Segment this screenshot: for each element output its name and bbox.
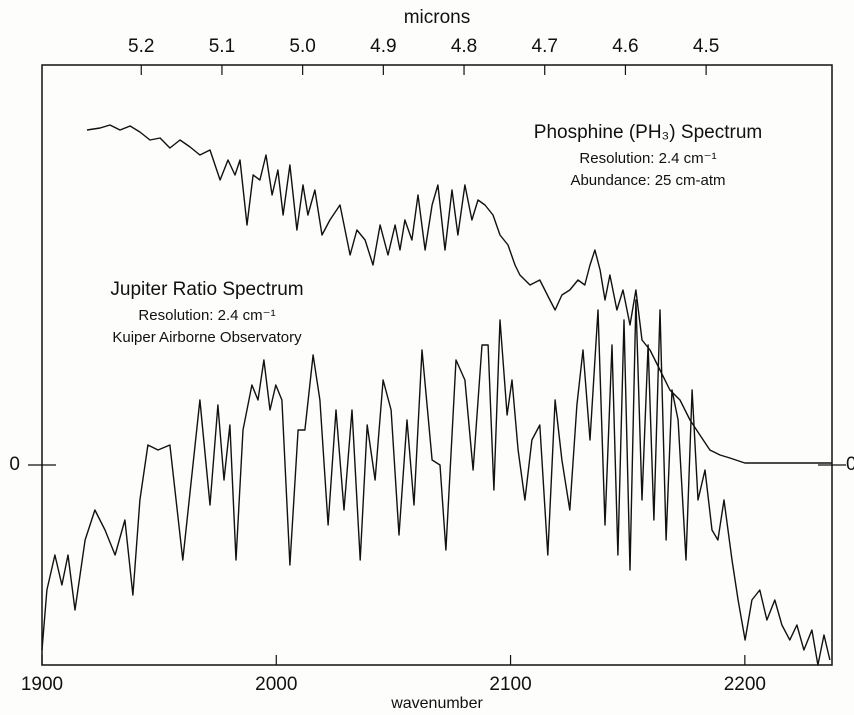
annotation-text: Abundance: 25 cm-atm — [570, 172, 725, 189]
x2-tick-label: 4.6 — [612, 36, 638, 57]
x2-tick-label: 5.0 — [289, 36, 315, 57]
annotation-text: Phosphine (PH₃) Spectrum — [534, 122, 762, 143]
annotation-text: Kuiper Airborne Observatory — [112, 329, 302, 346]
x-tick-label: 2100 — [489, 674, 531, 695]
x-axis-label: wavenumber — [390, 695, 483, 712]
x2-axis-label: microns — [404, 7, 471, 28]
x-tick-label: 2200 — [724, 674, 766, 695]
plot-frame — [41, 64, 833, 666]
x2-tick-label: 5.2 — [128, 36, 154, 57]
annotation-text: Resolution: 2.4 cm⁻¹ — [138, 307, 275, 324]
annotation-text: Jupiter Ratio Spectrum — [110, 279, 303, 300]
x2-tick-label: 5.1 — [209, 36, 235, 57]
x2-tick-label: 4.8 — [451, 36, 477, 57]
y2-tick-label: 0 — [846, 454, 854, 475]
x2-tick-label: 4.9 — [370, 36, 396, 57]
x-tick-label: 1900 — [21, 674, 63, 695]
x2-tick-label: 4.7 — [532, 36, 558, 57]
spectrum-line — [41, 299, 831, 666]
annotation-text: Resolution: 2.4 cm⁻¹ — [579, 150, 716, 167]
x-tick-label: 2000 — [255, 674, 297, 695]
y-tick-label: 0 — [9, 454, 20, 475]
x2-tick-label: 4.5 — [693, 36, 719, 57]
spectrum-line — [86, 124, 832, 464]
